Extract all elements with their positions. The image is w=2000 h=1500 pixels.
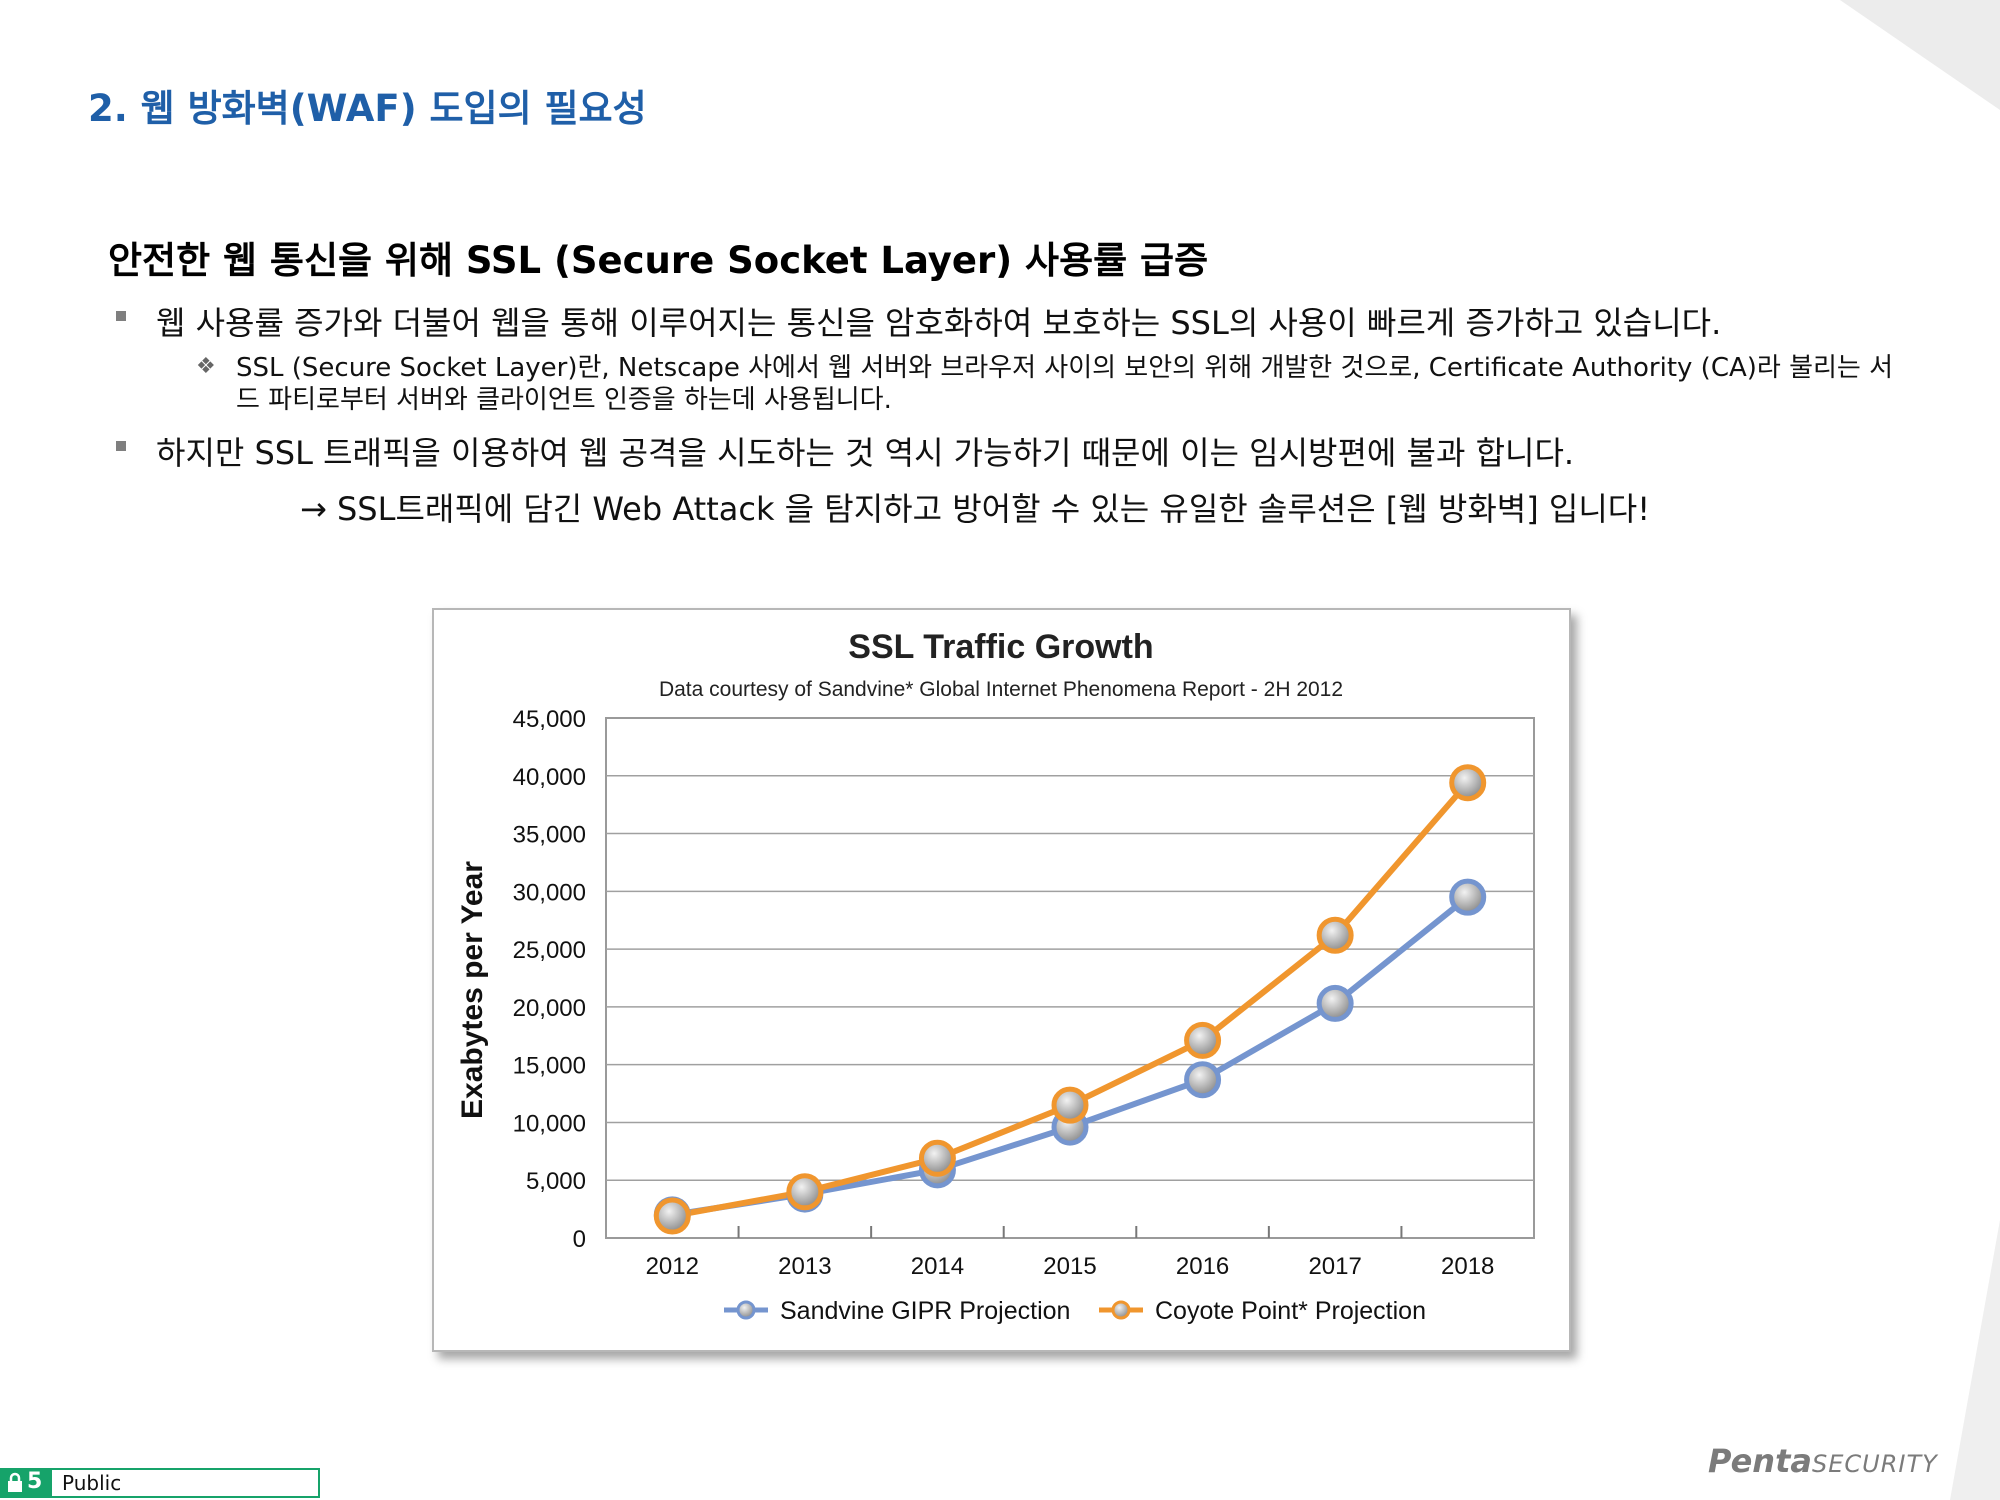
y-tick-label: 45,000 (513, 706, 586, 733)
x-tick-label: 2012 (646, 1253, 699, 1280)
classification-badge: 5 Public (0, 1468, 320, 1498)
data-point (653, 1197, 691, 1235)
chart-frame: SSL Traffic Growth Data courtesy of Sand… (432, 608, 1571, 1352)
legend-label: Sandvine GIPR Projection (780, 1297, 1070, 1325)
bullet-text: 웹 사용률 증가와 더불어 웹을 통해 이루어지는 통신을 암호화하여 보호하는… (156, 304, 1722, 342)
y-tick-label: 0 (573, 1226, 586, 1253)
lock-block: 5 (0, 1468, 50, 1498)
y-tick-label: 30,000 (513, 879, 586, 906)
x-tick-label: 2015 (1043, 1253, 1096, 1280)
square-bullet-icon (116, 441, 126, 451)
y-tick-label: 20,000 (513, 995, 586, 1022)
ssl-traffic-chart: SSL Traffic Growth Data courtesy of Sand… (456, 628, 1535, 1325)
section-heading: 안전한 웹 통신을 위해 SSL (Secure Socket Layer) 사… (108, 239, 1209, 282)
x-tick-label: 2018 (1441, 1253, 1494, 1280)
x-tick-label: 2016 (1176, 1253, 1229, 1280)
data-point (786, 1173, 824, 1211)
diamond-bullet-icon: ❖ (196, 354, 216, 379)
data-point (1449, 764, 1487, 802)
x-tick-label: 2014 (911, 1253, 964, 1280)
company-logo: PentaSECURITY (1708, 1442, 1938, 1480)
lock-icon (8, 1472, 22, 1492)
chart-legend: Sandvine GIPR Projection Coyote Point* Pr… (724, 1297, 1426, 1325)
data-point (1184, 1061, 1222, 1099)
y-axis-label: Exabytes per Year (456, 861, 489, 1119)
logo-light: SECURITY (1811, 1450, 1938, 1478)
square-bullet-icon (116, 311, 126, 321)
chart-grid: 0 5,000 10,000 15,000 20,000 25,000 30,000 35,0… (513, 706, 1535, 1280)
data-point (1184, 1021, 1222, 1059)
page-title: 2. 웹 방화벽(WAF) 도입의 필요성 (88, 87, 647, 130)
legend-label: Coyote Point* Projection (1155, 1297, 1426, 1325)
conclusion-text: → SSL트래픽에 담긴 Web Attack 을 탐지하고 방어할 수 있는 … (300, 490, 1651, 528)
y-tick-label: 35,000 (513, 822, 586, 849)
classification-label: Public (62, 1471, 122, 1495)
plot-area (605, 717, 1535, 1239)
y-tick-label: 15,000 (513, 1053, 586, 1080)
data-point (1316, 916, 1354, 954)
corner-decoration (1840, 0, 2000, 110)
data-point (918, 1139, 956, 1177)
right-edge-decoration (1950, 1220, 2000, 1500)
classification-box: Public (50, 1468, 320, 1498)
logo-strong: Penta (1708, 1442, 1812, 1480)
y-tick-label: 5,000 (526, 1168, 586, 1195)
y-tick-label: 10,000 (513, 1110, 586, 1137)
x-tick-label: 2017 (1308, 1253, 1361, 1280)
y-tick-label: 40,000 (513, 764, 586, 791)
y-tick-label: 25,000 (513, 937, 586, 964)
data-point (1316, 984, 1354, 1022)
sub-bullet-text: SSL (Secure Socket Layer)란, Netscape 사에서… (236, 353, 1894, 415)
chart-series (653, 764, 1487, 1235)
chart-subtitle: Data courtesy of Sandvine* Global Intern… (659, 678, 1343, 701)
x-tick-label: 2013 (778, 1253, 831, 1280)
data-point (1051, 1086, 1089, 1124)
data-point (1449, 878, 1487, 916)
bullet-text: 하지만 SSL 트래픽을 이용하여 웹 공격을 시도하는 것 역시 가능하기 때… (156, 434, 1575, 472)
legend-swatch-marker (1111, 1300, 1131, 1320)
chart-title: SSL Traffic Growth (848, 628, 1153, 666)
legend-swatch-marker (736, 1300, 756, 1320)
page-number: 5 (27, 1469, 43, 1494)
